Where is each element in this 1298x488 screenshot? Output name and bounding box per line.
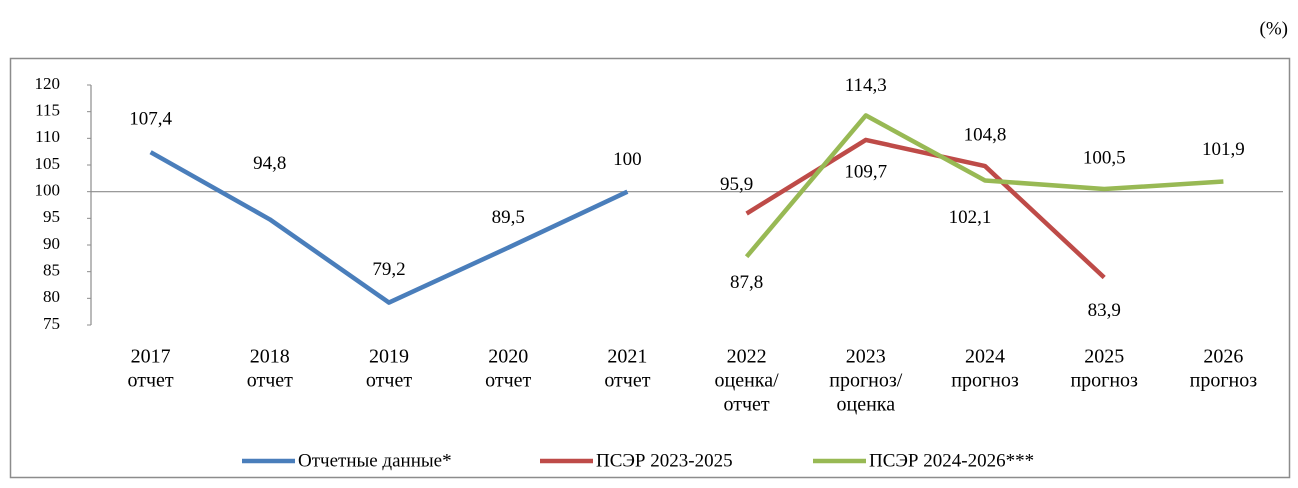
y-tick-label: 100 — [35, 181, 61, 200]
x-tick-label: отчет — [366, 370, 412, 392]
legend-label: ПСЭР 2023-2025 — [596, 450, 733, 471]
data-label: 114,3 — [845, 75, 887, 96]
series-line — [745, 137, 1106, 280]
x-tick-label: 2026 — [1203, 346, 1243, 368]
x-tick-label: 2019 — [369, 346, 409, 368]
x-tick-label: отчет — [247, 370, 293, 392]
data-label: 109,7 — [844, 161, 887, 182]
unit-note: (%) — [1260, 18, 1288, 39]
x-tick-label: прогноз — [951, 370, 1019, 392]
data-label: 100 — [613, 149, 642, 170]
data-label: 94,8 — [253, 153, 286, 174]
x-tick-label: прогноз/ — [829, 370, 903, 392]
data-label: 107,4 — [129, 109, 172, 130]
x-tick-label: оценка — [837, 394, 896, 416]
y-tick-label: 85 — [43, 261, 60, 280]
data-label: 87,8 — [730, 272, 763, 293]
data-label: 102,1 — [949, 207, 992, 228]
data-label: 79,2 — [372, 259, 405, 280]
data-label: 95,9 — [720, 174, 753, 195]
legend-label: Отчетные данные* — [298, 450, 452, 471]
chart-frame — [9, 57, 1291, 479]
y-tick-label: 110 — [35, 127, 60, 146]
x-tick-label: отчет — [724, 394, 770, 416]
y-tick-label: 95 — [43, 207, 60, 226]
data-label: 100,5 — [1083, 147, 1126, 168]
y-tick-label: 120 — [35, 74, 61, 93]
x-tick-label: 2025 — [1084, 346, 1124, 368]
x-tick-label: 2024 — [965, 346, 1005, 368]
x-tick-label: отчет — [485, 370, 531, 392]
data-label: 101,9 — [1202, 139, 1245, 160]
y-tick-label: 115 — [35, 101, 60, 120]
data-label: 104,8 — [964, 124, 1007, 145]
x-tick-label: оценка/ — [715, 370, 780, 392]
x-tick-label: 2021 — [607, 346, 647, 368]
x-tick-label: прогноз — [1190, 370, 1258, 392]
y-tick-label: 75 — [43, 314, 60, 333]
x-tick-label: отчет — [128, 370, 174, 392]
x-tick-label: отчет — [604, 370, 650, 392]
legend-label: ПСЭР 2024-2026*** — [869, 450, 1034, 471]
y-tick-label: 90 — [43, 234, 60, 253]
x-tick-label: 2018 — [250, 346, 290, 368]
x-tick-label: 2017 — [131, 346, 171, 368]
y-tick-label: 80 — [43, 287, 60, 306]
series-line — [744, 113, 1224, 259]
data-label: 89,5 — [492, 207, 525, 228]
x-tick-label: 2022 — [727, 346, 767, 368]
x-tick-label: прогноз — [1070, 370, 1138, 392]
y-tick-label: 105 — [35, 154, 61, 173]
data-label: 83,9 — [1088, 300, 1121, 321]
series-line — [149, 150, 629, 305]
x-tick-label: 2023 — [846, 346, 886, 368]
x-tick-label: 2020 — [488, 346, 528, 368]
